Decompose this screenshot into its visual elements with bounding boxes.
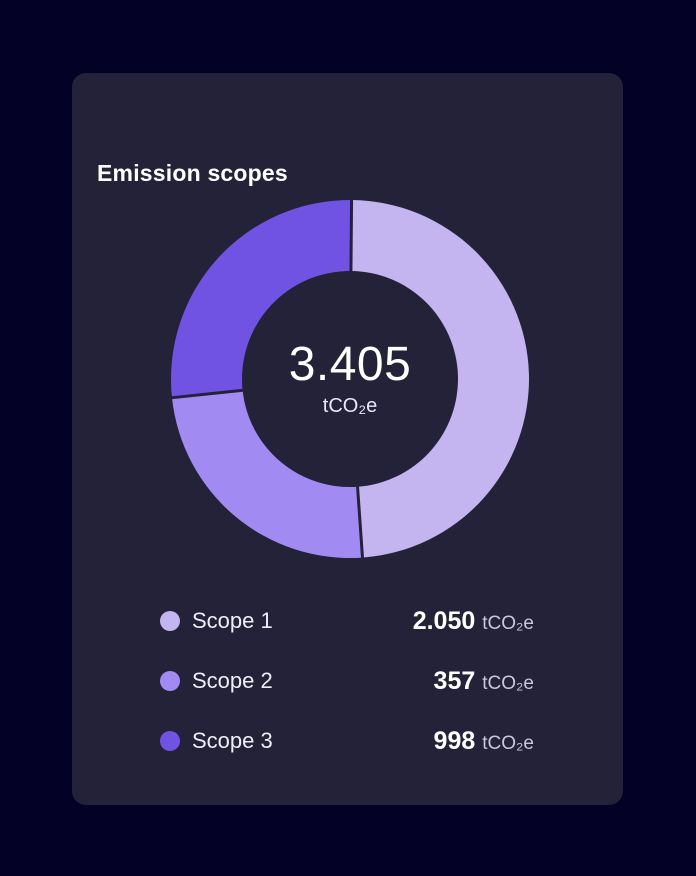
scope-1-color-dot [160, 611, 180, 631]
donut-segment-scope-2[interactable] [171, 390, 363, 558]
legend: Scope 1 2.050 tCO₂e Scope 2 357 tCO₂e [72, 591, 623, 771]
scope-1-unit: tCO₂e [482, 612, 534, 634]
legend-row-scope-1[interactable]: Scope 1 2.050 tCO₂e [160, 591, 534, 651]
scope-3-value: 998 [433, 726, 476, 755]
legend-left-scope-1: Scope 1 [160, 608, 273, 634]
legend-row-scope-3[interactable]: Scope 3 998 tCO₂e [160, 711, 534, 771]
scope-1-label: Scope 1 [192, 608, 273, 633]
segment-separator [170, 388, 246, 400]
donut-segment-scope-3[interactable] [171, 200, 352, 398]
scope-2-value: 357 [433, 666, 476, 695]
scope-3-color-dot [160, 731, 180, 751]
legend-row-scope-2[interactable]: Scope 2 357 tCO₂e [160, 651, 534, 711]
donut-chart: 3.405 tCO₂e [170, 199, 530, 559]
legend-right-scope-1: 2.050 tCO₂e [413, 607, 534, 636]
segment-separator [349, 199, 354, 275]
scope-2-unit: tCO₂e [482, 672, 534, 694]
scope-2-label: Scope 2 [192, 668, 273, 693]
legend-left-scope-2: Scope 2 [160, 668, 273, 694]
scope-3-unit: tCO₂e [482, 732, 534, 754]
scope-2-color-dot [160, 671, 180, 691]
emission-scopes-card: Emission scopes 3.405 tCO₂e Scope 1 2.05… [72, 73, 623, 805]
legend-right-scope-3: 998 tCO₂e [434, 727, 534, 756]
scope-3-label: Scope 3 [192, 728, 273, 753]
card-title: Emission scopes [97, 160, 288, 186]
donut-svg [170, 199, 530, 559]
segment-separator [355, 483, 365, 559]
legend-left-scope-3: Scope 3 [160, 728, 273, 754]
donut-segment-scope-1[interactable] [350, 200, 530, 558]
scope-1-value: 2.050 [412, 606, 476, 635]
legend-right-scope-2: 357 tCO₂e [434, 667, 534, 696]
